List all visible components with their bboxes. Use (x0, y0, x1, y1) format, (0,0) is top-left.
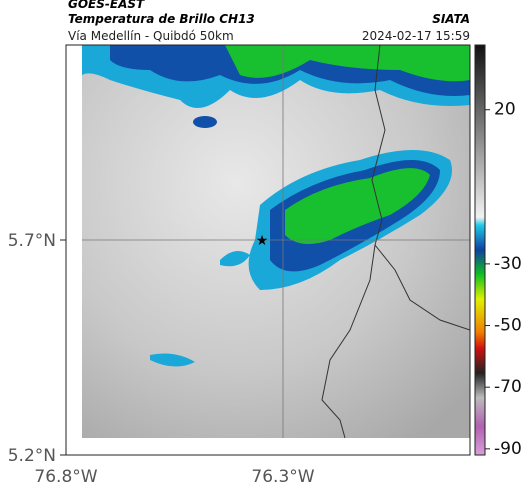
colorbar-label: 20 (494, 100, 516, 120)
colorbar-label: -50 (494, 316, 522, 336)
datetime: 2024-02-17 15:59 (362, 29, 470, 43)
x-label: 76.3°W (251, 467, 314, 487)
satellite-image: ★ (82, 45, 470, 438)
colorbar-label: -90 (494, 439, 522, 459)
subtitle: Temperatura de Brillo CH13 (68, 12, 255, 26)
colorbar-label: -70 (494, 377, 522, 397)
x-label: 76.8°W (34, 467, 97, 487)
colorbar (474, 44, 486, 456)
svg-text:★: ★ (256, 233, 269, 249)
y-label: 5.7°N (8, 231, 56, 251)
y-label: 5.2°N (8, 446, 56, 466)
location: Vía Medellín - Quibdó 50km (68, 29, 234, 43)
colorbar-label: -30 (494, 254, 522, 274)
title: GOES-EAST (68, 0, 145, 11)
source: SIATA (432, 12, 470, 26)
colorbar-ticks: 20 -30 -50 -70 -90 (485, 100, 522, 459)
